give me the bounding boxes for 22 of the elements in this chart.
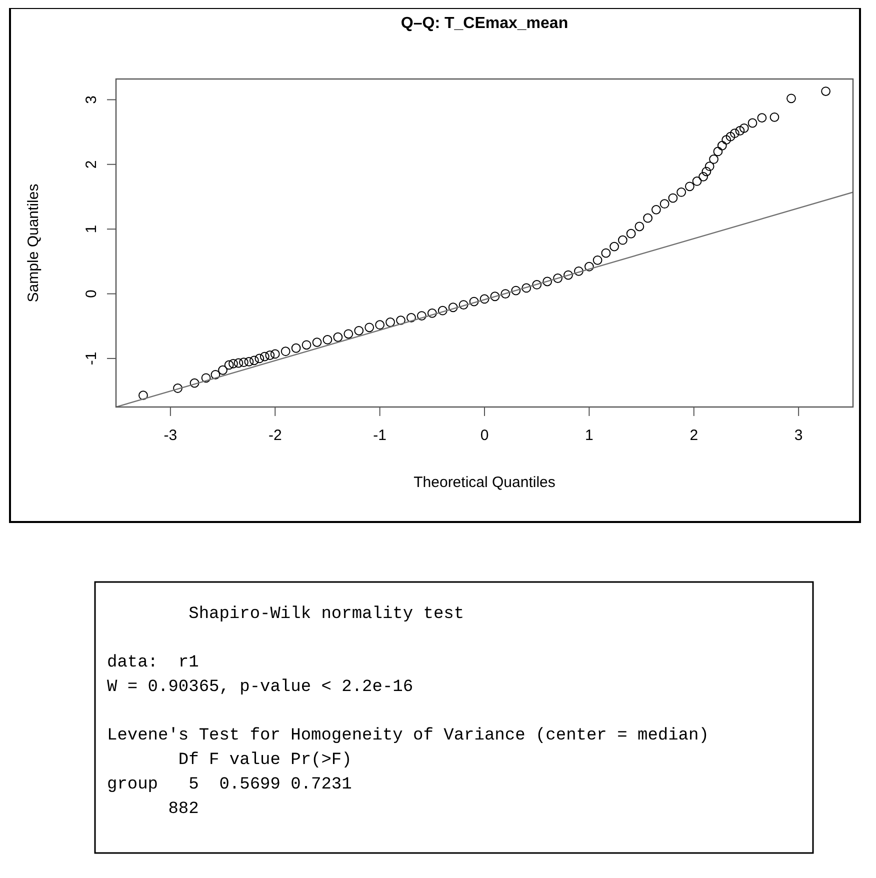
y-tick-label: 0 xyxy=(83,290,100,298)
x-tick-label: -1 xyxy=(373,427,386,444)
chart-title: Q–Q: T_CEmax_mean xyxy=(400,15,568,32)
x-tick-label: 2 xyxy=(690,427,698,444)
y-tick-label: 1 xyxy=(83,224,100,234)
text: Df F value Pr(>F) xyxy=(107,751,352,770)
y-axis-title: Sample Quantiles xyxy=(25,184,42,302)
x-tick-label: -2 xyxy=(268,427,282,444)
text: data: r1 xyxy=(107,654,199,672)
x-tick-label: 0 xyxy=(480,427,489,444)
text: Levene's Test for Homogeneity of Variance (center = median) xyxy=(107,726,709,746)
x-tick-label: 3 xyxy=(794,427,803,444)
y-tick-label: 2 xyxy=(83,160,100,169)
x-axis-title: Theoretical Quantiles xyxy=(414,474,556,491)
y-tick-label: -1 xyxy=(83,352,100,366)
y-tick-label: 3 xyxy=(83,96,100,104)
text: group 5 0.5699 0.7231 xyxy=(107,776,352,794)
text: 882 xyxy=(107,800,199,819)
x-tick-label: -3 xyxy=(164,427,178,444)
text: W = 0.90365, p-value < 2.2e-16 xyxy=(107,678,414,697)
text: Shapiro-Wilk normality test xyxy=(107,605,464,624)
x-tick-label: 1 xyxy=(585,427,594,444)
